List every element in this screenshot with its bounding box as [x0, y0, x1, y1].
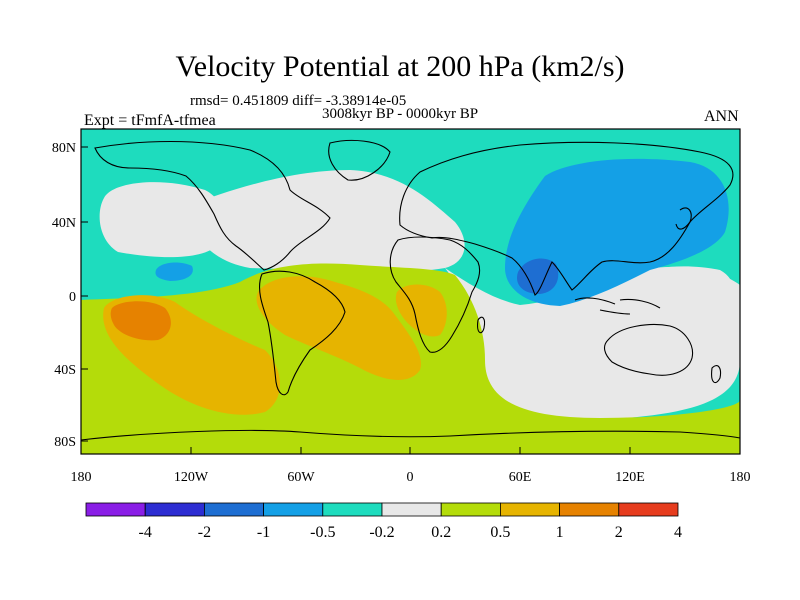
coast-australia — [603, 323, 694, 376]
coast-madagascar — [477, 316, 486, 334]
field-orange-samerica — [256, 276, 421, 380]
coast-africa — [389, 236, 481, 353]
x-tick-label: 120W — [174, 470, 209, 485]
field-blue-asia — [505, 158, 729, 306]
velocity-potential-field — [81, 129, 740, 454]
colorbar-swatch — [559, 502, 620, 517]
colorbar-label: 1 — [556, 524, 564, 541]
field-neutral-npacific — [99, 182, 225, 258]
period-text: 3008kyr BP - 0000kyr BP — [322, 106, 479, 122]
colorbar-label: -0.2 — [369, 524, 394, 541]
field-neutral-wpacific — [620, 266, 734, 307]
colorbar-label: -0.5 — [310, 524, 335, 541]
y-tick-label: 40S — [54, 363, 76, 378]
field-neutral-southern — [445, 266, 740, 421]
coast-south-america — [259, 270, 346, 396]
season-label: ANN — [704, 108, 739, 125]
colorbar-label: -2 — [198, 524, 211, 541]
x-tick-label: 120E — [615, 470, 645, 485]
coast-north-america — [94, 140, 331, 271]
colorbar-swatch — [499, 502, 560, 517]
colorbar-swatch — [85, 502, 146, 517]
colorbar-swatch — [381, 502, 442, 517]
coast-indonesia — [574, 297, 661, 315]
axis-ticks — [80, 146, 741, 454]
colorbar-label: -4 — [139, 524, 152, 541]
y-tick-label: 0 — [69, 290, 76, 305]
colorbar-label: -1 — [257, 524, 270, 541]
coastlines — [81, 139, 740, 441]
x-tick-label: 60W — [287, 470, 315, 485]
colorbar-swatch — [440, 502, 501, 517]
coast-eurasia — [399, 141, 734, 296]
colorbar-swatch — [203, 502, 264, 517]
colorbar-label: 2 — [615, 524, 623, 541]
x-tick-label: 0 — [407, 470, 414, 485]
colorbar-label: 0.5 — [490, 524, 510, 541]
colorbar: -4 -2 -1 -0.5 -0.2 0.2 0.5 1 2 4 — [85, 502, 682, 541]
y-tick-label: 40N — [52, 216, 76, 231]
field-darkorange-spacific — [110, 301, 171, 341]
colorbar-swatch — [144, 502, 205, 517]
y-tick-label: 80S — [54, 435, 76, 450]
experiment-label: Expt = tFmfA-tfmea — [84, 112, 216, 129]
chart-title: Velocity Potential at 200 hPa (km2/s) — [175, 50, 625, 83]
coast-japan — [675, 207, 692, 230]
y-tick-label: 80N — [52, 141, 76, 156]
x-tick-label: 180 — [71, 470, 92, 485]
x-tick-label: 60E — [509, 470, 532, 485]
colorbar-swatch — [618, 502, 679, 517]
x-tick-label: 180 — [730, 470, 751, 485]
colorbar-label: 4 — [674, 524, 682, 541]
coast-greenland — [328, 139, 391, 181]
coast-new-zealand — [711, 365, 722, 384]
field-darkblue-india — [516, 258, 559, 294]
colorbar-label: 0.2 — [431, 524, 451, 541]
coast-antarctica — [81, 429, 740, 441]
stats-text: rmsd= 0.451809 diff= -3.38914e-05 — [190, 93, 407, 109]
colorbar-swatch — [322, 502, 383, 517]
field-blue-npacific — [155, 262, 193, 281]
colorbar-swatch — [263, 502, 324, 517]
field-neutral-indonesia — [554, 302, 609, 338]
